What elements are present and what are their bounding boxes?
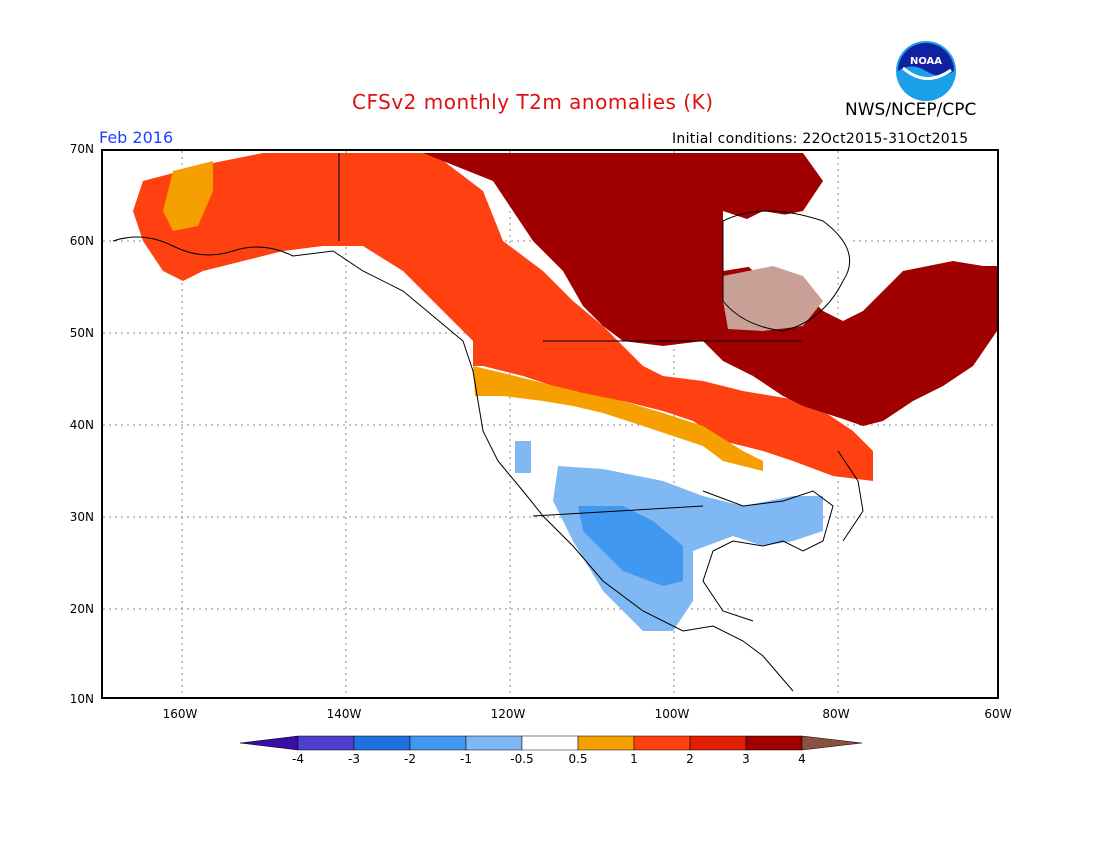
colorbar-label-pos4: 4 — [798, 752, 806, 766]
lat-label-30n: 30N — [69, 510, 94, 524]
map-area — [101, 149, 999, 699]
colorbar-bin-neg3 — [353, 735, 411, 751]
anomaly-region-1to2-west — [133, 153, 873, 481]
lat-label-40n: 40N — [69, 418, 94, 432]
noaa-logo: NOAA — [896, 41, 956, 101]
lat-label-60n: 60N — [69, 234, 94, 248]
noaa-logo-text: NOAA — [910, 56, 942, 67]
anomaly-region-05to1 — [473, 366, 763, 471]
colorbar-label-neg2: -2 — [404, 752, 416, 766]
colorbar-label-pos1: 1 — [630, 752, 638, 766]
colorbar-bin-pos1 — [633, 735, 691, 751]
colorbar-bin-neutral — [521, 735, 579, 751]
colorbar-bin-neg1 — [465, 735, 523, 751]
colorbar — [240, 735, 862, 751]
lat-label-10n: 10N — [69, 692, 94, 706]
no-anomaly-hudson — [723, 211, 853, 271]
colorbar-label-neg4: -4 — [292, 752, 304, 766]
colorbar-label-pos2: 2 — [686, 752, 694, 766]
lat-label-20n: 20N — [69, 602, 94, 616]
anomaly-region-neg05to1-small — [515, 441, 531, 473]
colorbar-label-neg3: -3 — [348, 752, 360, 766]
colorbar-arrow-high — [801, 735, 862, 751]
lat-label-70n: 70N — [69, 142, 94, 156]
lon-label-60w: 60W — [984, 707, 1012, 721]
anomaly-region-neg1to2 — [578, 506, 683, 586]
initial-conditions: Initial conditions: 22Oct2015-31Oct2015 — [672, 131, 969, 147]
anomaly-map — [103, 151, 997, 697]
colorbar-label-neg1: -1 — [460, 752, 472, 766]
lon-label-100w: 100W — [654, 707, 690, 721]
map-title: CFSv2 monthly T2m anomalies (K) — [352, 90, 714, 114]
colorbar-bin-pos3 — [745, 735, 803, 751]
colorbar-bin-pos05 — [577, 735, 635, 751]
lon-label-80w: 80W — [822, 707, 850, 721]
lat-label-50n: 50N — [69, 326, 94, 340]
colorbar-bin-neg2 — [409, 735, 467, 751]
colorbar-arrow-low — [240, 735, 299, 751]
colorbar-bin-neg4 — [297, 735, 355, 751]
center-label: NWS/NCEP/CPC — [845, 100, 977, 120]
colorbar-label-pos3: 3 — [742, 752, 750, 766]
colorbar-label-neg05: -0.5 — [510, 752, 534, 766]
colorbar-bin-pos2 — [689, 735, 747, 751]
colorbar-label-pos05: 0.5 — [568, 752, 588, 766]
coastlines — [112, 153, 864, 692]
lon-label-140w: 140W — [326, 707, 362, 721]
valid-month: Feb 2016 — [99, 128, 174, 147]
anomaly-region-3to4 — [723, 266, 823, 331]
anomaly-region-neg05to1 — [553, 466, 823, 631]
lon-label-120w: 120W — [490, 707, 526, 721]
anomaly-region-2to3 — [423, 153, 997, 426]
anomaly-region-05to1-alaska — [163, 161, 213, 231]
lon-label-160w: 160W — [162, 707, 198, 721]
